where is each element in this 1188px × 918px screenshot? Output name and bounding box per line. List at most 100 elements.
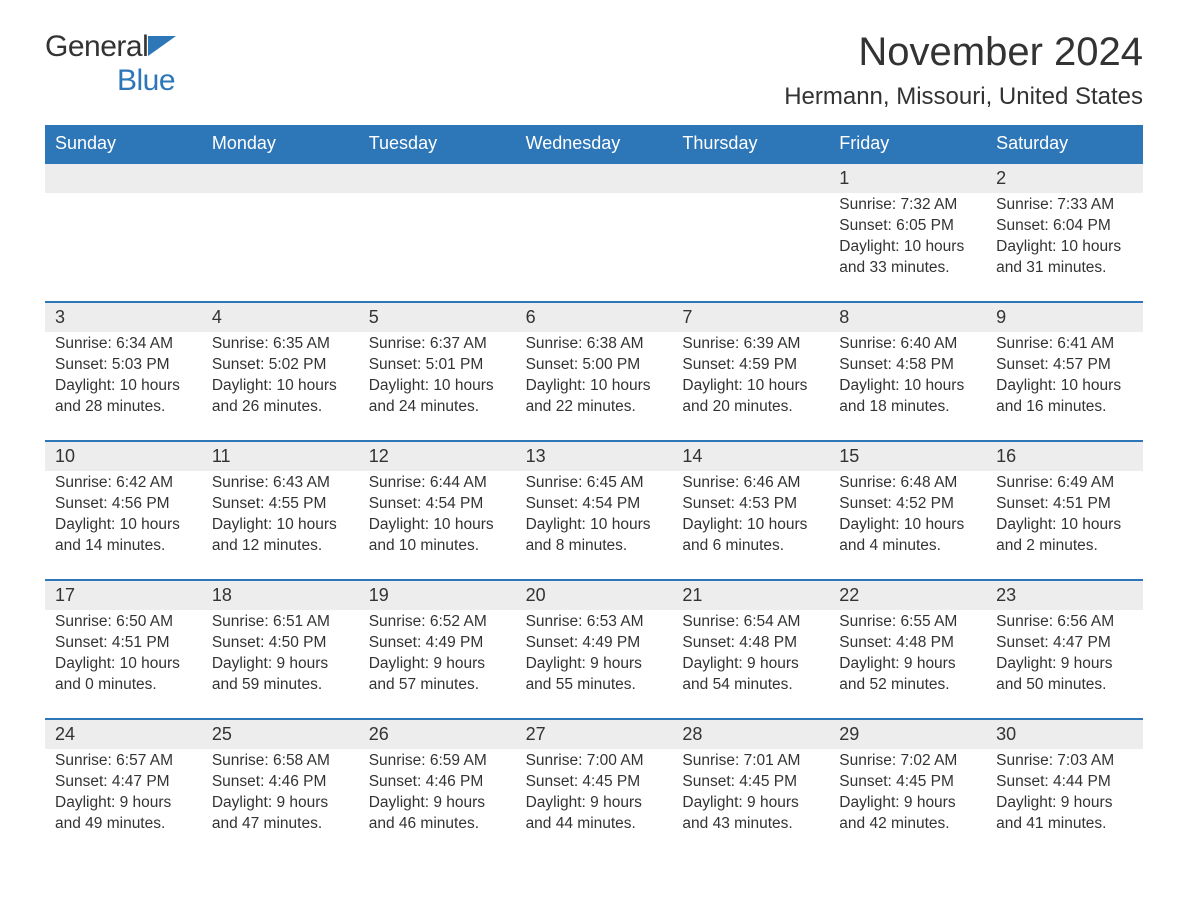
sunset-text: Sunset: 4:48 PM bbox=[682, 633, 819, 654]
day-number: 9 bbox=[986, 303, 1143, 332]
sunrise-text: Sunrise: 7:02 AM bbox=[839, 751, 976, 772]
day-body: Sunrise: 6:39 AMSunset: 4:59 PMDaylight:… bbox=[672, 332, 829, 440]
sunrise-text: Sunrise: 6:56 AM bbox=[996, 612, 1133, 633]
sunrise-text: Sunrise: 6:59 AM bbox=[369, 751, 506, 772]
day-number: 2 bbox=[986, 164, 1143, 193]
day-number: 12 bbox=[359, 442, 516, 471]
sunset-text: Sunset: 6:04 PM bbox=[996, 216, 1133, 237]
day1-text: Daylight: 9 hours bbox=[212, 793, 349, 814]
sunrise-text: Sunrise: 7:00 AM bbox=[526, 751, 663, 772]
sunset-text: Sunset: 4:47 PM bbox=[55, 772, 192, 793]
day-body: Sunrise: 6:42 AMSunset: 4:56 PMDaylight:… bbox=[45, 471, 202, 579]
logo-word2: Blue bbox=[117, 64, 175, 97]
daybody-row: Sunrise: 6:50 AMSunset: 4:51 PMDaylight:… bbox=[45, 610, 1143, 718]
sunrise-text: Sunrise: 6:52 AM bbox=[369, 612, 506, 633]
sunrise-text: Sunrise: 6:46 AM bbox=[682, 473, 819, 494]
logo-text: General Blue bbox=[45, 30, 176, 98]
day-number: 1 bbox=[829, 164, 986, 193]
daynum-row: 17181920212223 bbox=[45, 579, 1143, 610]
dow-friday: Friday bbox=[829, 125, 986, 162]
logo: General Blue bbox=[45, 30, 176, 98]
sunrise-text: Sunrise: 6:45 AM bbox=[526, 473, 663, 494]
sunrise-text: Sunrise: 6:34 AM bbox=[55, 334, 192, 355]
day2-text: and 6 minutes. bbox=[682, 536, 819, 557]
day2-text: and 49 minutes. bbox=[55, 814, 192, 835]
sunset-text: Sunset: 5:01 PM bbox=[369, 355, 506, 376]
day-number: 3 bbox=[45, 303, 202, 332]
sunrise-text: Sunrise: 6:48 AM bbox=[839, 473, 976, 494]
day-body bbox=[516, 193, 673, 301]
day1-text: Daylight: 10 hours bbox=[682, 376, 819, 397]
daynum-row: 3456789 bbox=[45, 301, 1143, 332]
daybody-row: Sunrise: 6:34 AMSunset: 5:03 PMDaylight:… bbox=[45, 332, 1143, 440]
sunset-text: Sunset: 4:49 PM bbox=[526, 633, 663, 654]
day-number: 29 bbox=[829, 720, 986, 749]
day1-text: Daylight: 10 hours bbox=[369, 515, 506, 536]
day2-text: and 12 minutes. bbox=[212, 536, 349, 557]
day2-text: and 8 minutes. bbox=[526, 536, 663, 557]
sunset-text: Sunset: 4:46 PM bbox=[212, 772, 349, 793]
day-number: 7 bbox=[672, 303, 829, 332]
day2-text: and 10 minutes. bbox=[369, 536, 506, 557]
day1-text: Daylight: 10 hours bbox=[55, 515, 192, 536]
day-number bbox=[516, 164, 673, 193]
sunset-text: Sunset: 4:48 PM bbox=[839, 633, 976, 654]
flag-icon bbox=[148, 36, 176, 56]
day2-text: and 46 minutes. bbox=[369, 814, 506, 835]
day1-text: Daylight: 10 hours bbox=[996, 376, 1133, 397]
day-number: 27 bbox=[516, 720, 673, 749]
day2-text: and 4 minutes. bbox=[839, 536, 976, 557]
day-number: 13 bbox=[516, 442, 673, 471]
sunrise-text: Sunrise: 6:44 AM bbox=[369, 473, 506, 494]
day-number: 22 bbox=[829, 581, 986, 610]
sunset-text: Sunset: 5:02 PM bbox=[212, 355, 349, 376]
sunset-text: Sunset: 4:46 PM bbox=[369, 772, 506, 793]
sunset-text: Sunset: 4:54 PM bbox=[369, 494, 506, 515]
day-body: Sunrise: 6:46 AMSunset: 4:53 PMDaylight:… bbox=[672, 471, 829, 579]
sunset-text: Sunset: 4:44 PM bbox=[996, 772, 1133, 793]
day-body: Sunrise: 6:54 AMSunset: 4:48 PMDaylight:… bbox=[672, 610, 829, 718]
day1-text: Daylight: 9 hours bbox=[369, 793, 506, 814]
day-body: Sunrise: 7:33 AMSunset: 6:04 PMDaylight:… bbox=[986, 193, 1143, 301]
weeks-container: 12Sunrise: 7:32 AMSunset: 6:05 PMDayligh… bbox=[45, 162, 1143, 857]
day1-text: Daylight: 10 hours bbox=[682, 515, 819, 536]
dow-thursday: Thursday bbox=[672, 125, 829, 162]
day-number: 10 bbox=[45, 442, 202, 471]
day1-text: Daylight: 10 hours bbox=[526, 515, 663, 536]
day2-text: and 50 minutes. bbox=[996, 675, 1133, 696]
day2-text: and 47 minutes. bbox=[212, 814, 349, 835]
day1-text: Daylight: 10 hours bbox=[212, 515, 349, 536]
day-number: 15 bbox=[829, 442, 986, 471]
day-body: Sunrise: 6:34 AMSunset: 5:03 PMDaylight:… bbox=[45, 332, 202, 440]
day-number: 17 bbox=[45, 581, 202, 610]
day2-text: and 59 minutes. bbox=[212, 675, 349, 696]
day-number: 5 bbox=[359, 303, 516, 332]
sunset-text: Sunset: 4:58 PM bbox=[839, 355, 976, 376]
day1-text: Daylight: 9 hours bbox=[996, 793, 1133, 814]
day2-text: and 44 minutes. bbox=[526, 814, 663, 835]
sunset-text: Sunset: 4:47 PM bbox=[996, 633, 1133, 654]
day-body: Sunrise: 6:57 AMSunset: 4:47 PMDaylight:… bbox=[45, 749, 202, 857]
sunset-text: Sunset: 4:50 PM bbox=[212, 633, 349, 654]
day2-text: and 26 minutes. bbox=[212, 397, 349, 418]
day-body: Sunrise: 6:35 AMSunset: 5:02 PMDaylight:… bbox=[202, 332, 359, 440]
sunset-text: Sunset: 5:00 PM bbox=[526, 355, 663, 376]
daynum-row: 10111213141516 bbox=[45, 440, 1143, 471]
day1-text: Daylight: 10 hours bbox=[839, 515, 976, 536]
day1-text: Daylight: 10 hours bbox=[526, 376, 663, 397]
day2-text: and 42 minutes. bbox=[839, 814, 976, 835]
day2-text: and 41 minutes. bbox=[996, 814, 1133, 835]
day1-text: Daylight: 10 hours bbox=[55, 376, 192, 397]
sunrise-text: Sunrise: 6:40 AM bbox=[839, 334, 976, 355]
day-body bbox=[359, 193, 516, 301]
day-body: Sunrise: 6:52 AMSunset: 4:49 PMDaylight:… bbox=[359, 610, 516, 718]
day1-text: Daylight: 10 hours bbox=[839, 376, 976, 397]
day1-text: Daylight: 10 hours bbox=[996, 515, 1133, 536]
day-number: 24 bbox=[45, 720, 202, 749]
sunset-text: Sunset: 4:55 PM bbox=[212, 494, 349, 515]
day-number: 14 bbox=[672, 442, 829, 471]
day-number: 11 bbox=[202, 442, 359, 471]
sunrise-text: Sunrise: 6:38 AM bbox=[526, 334, 663, 355]
sunrise-text: Sunrise: 6:37 AM bbox=[369, 334, 506, 355]
day1-text: Daylight: 9 hours bbox=[996, 654, 1133, 675]
